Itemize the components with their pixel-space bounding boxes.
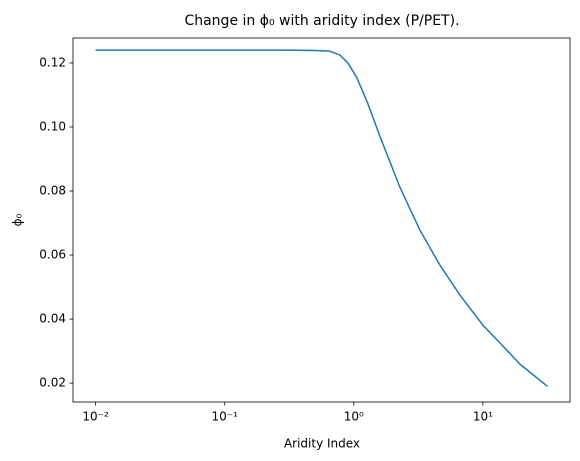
y-tick-label: 0.10 xyxy=(39,119,66,133)
line xyxy=(95,49,548,387)
y-tick-label: 0.08 xyxy=(39,184,66,198)
x-tick-label: 10⁻² xyxy=(82,410,109,424)
y-tick-label: 0.12 xyxy=(39,55,66,69)
y-tick-label: 0.04 xyxy=(39,312,66,326)
y-axis-label: ϕ₀ xyxy=(11,213,25,226)
y-tick-label: 0.02 xyxy=(39,376,66,390)
x-axis-label: Aridity Index xyxy=(284,437,360,451)
x-tick-label: 10⁰ xyxy=(344,410,364,424)
chart-title: Change in ϕ₀ with aridity index (P/PET). xyxy=(184,13,459,29)
y-tick-label: 0.06 xyxy=(39,248,66,262)
x-tick-label: 10⁻¹ xyxy=(211,410,238,424)
plot-frame xyxy=(72,37,571,403)
x-tick-label: 10¹ xyxy=(473,410,493,424)
